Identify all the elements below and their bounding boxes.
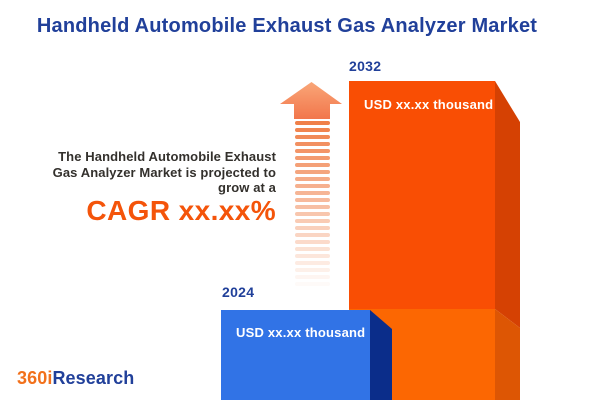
- bar-2024-value-label: USD xx.xx thousand: [236, 325, 366, 340]
- brand-logo: 360iResearch: [17, 368, 134, 389]
- bar-2032-front-upper: [349, 81, 495, 309]
- brand-logo-prefix: 360i: [17, 368, 53, 388]
- bar-2032-side-upper: [495, 81, 520, 328]
- bar-2024-year-label: 2024: [222, 284, 255, 300]
- brand-logo-suffix: Research: [52, 368, 135, 388]
- bar-2032-side: [495, 81, 520, 400]
- bar-2024-side: [370, 310, 392, 400]
- bar-2032-value-label: USD xx.xx thousand: [364, 97, 494, 112]
- intro-line-1: The Handheld Automobile Exhaust: [58, 149, 276, 164]
- page-title: Handheld Automobile Exhaust Gas Analyzer…: [36, 15, 538, 37]
- growth-arrow-icon: [280, 82, 342, 119]
- intro-line-2: Gas Analyzer Market is projected to: [52, 164, 276, 180]
- bar-2024-front: [221, 310, 370, 400]
- cagr-value: CAGR xx.xx%: [86, 194, 276, 226]
- intro-text: The Handheld Automobile Exhaust Gas Anal…: [0, 149, 276, 226]
- bar-2032-year-label: 2032: [349, 58, 382, 74]
- intro-line-3: grow at a: [218, 180, 276, 196]
- arrow-stripes: [295, 121, 330, 293]
